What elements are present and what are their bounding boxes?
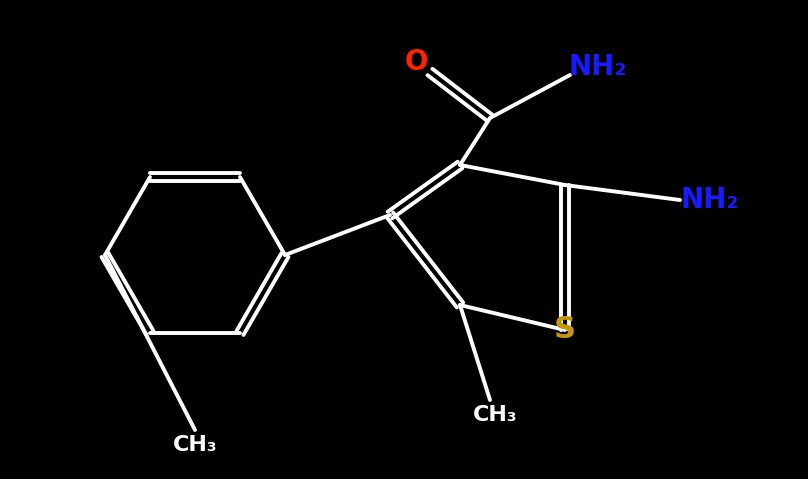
- Text: NH₂: NH₂: [569, 53, 627, 81]
- Text: S: S: [554, 316, 576, 344]
- Text: O: O: [404, 48, 427, 76]
- Text: NH₂: NH₂: [681, 186, 739, 214]
- Text: CH₃: CH₃: [473, 405, 517, 425]
- Text: CH₃: CH₃: [173, 435, 217, 455]
